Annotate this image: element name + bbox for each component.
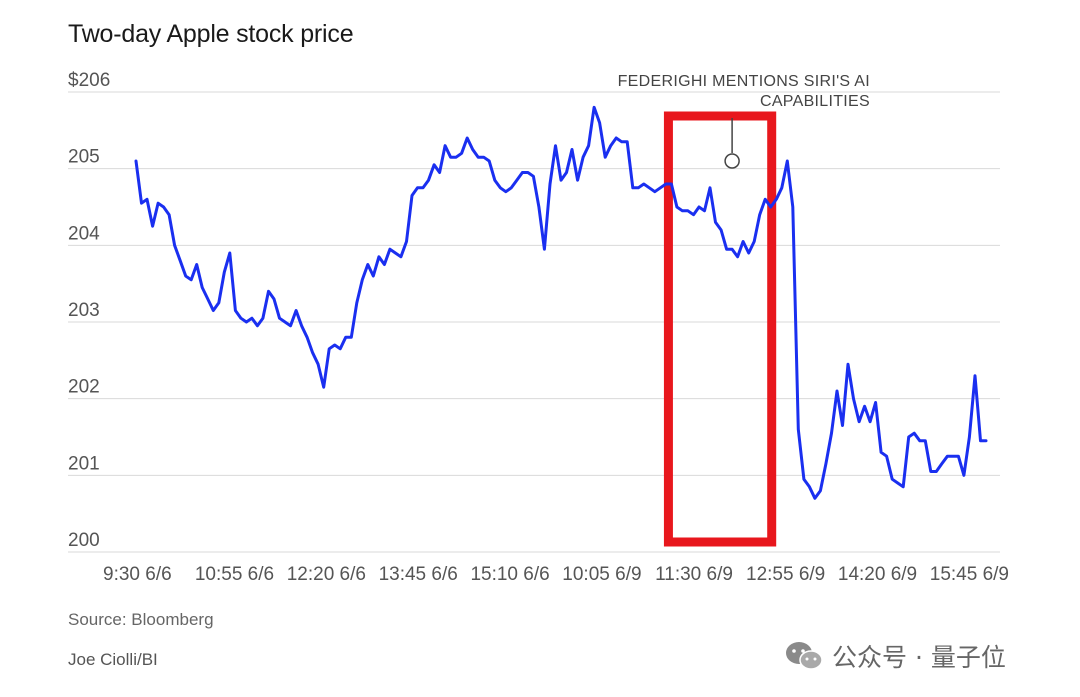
y-tick-label: 201 [68, 453, 100, 474]
y-tick-label: 204 [68, 223, 100, 244]
x-axis-ticks: 9:30 6/6 10:55 6/6 12:20 6/6 13:45 6/6 15:10… [103, 564, 1009, 585]
series-line [134, 105, 988, 500]
x-tick-label: 11:30 6/9 [655, 564, 733, 585]
series-group [134, 105, 988, 500]
chart-title: Two-day Apple stock price [68, 20, 354, 48]
x-tick-label: 13:45 6/6 [379, 564, 458, 585]
x-tick-label: 10:55 6/6 [195, 564, 274, 585]
x-tick-label: 15:10 6/6 [470, 564, 549, 585]
y-axis-ticks: $206 205 204 203 202 201 200 [68, 70, 110, 551]
x-tick-label: 15:45 6/9 [930, 564, 1009, 585]
annotation-group: FEDERIGHI MENTIONS SIRI'S AI CAPABILITIES [618, 73, 870, 169]
annotation-text: FEDERIGHI MENTIONS SIRI'S AI [618, 73, 870, 90]
annotation-text: CAPABILITIES [760, 93, 870, 110]
x-tick-label: 12:55 6/9 [746, 564, 825, 585]
highlight-box-group [663, 111, 777, 547]
y-tick-label: 205 [68, 147, 100, 168]
watermark: 公众号 · 量子位 [784, 638, 1006, 674]
y-tick-label: $206 [68, 70, 110, 91]
watermark-text: 公众号 · 量子位 [832, 643, 1006, 672]
y-tick-label: 202 [68, 377, 100, 398]
x-tick-label: 12:20 6/6 [287, 564, 366, 585]
y-tick-label: 203 [68, 300, 100, 321]
x-tick-label: 9:30 6/6 [103, 564, 172, 585]
y-tick-label: 200 [68, 530, 100, 551]
author-credit: Joe Ciolli/BI [68, 650, 158, 669]
x-tick-label: 10:05 6/9 [562, 564, 641, 585]
source-note: Source: Bloomberg [68, 610, 214, 629]
gridlines [68, 91, 1000, 553]
highlight-box [663, 111, 777, 547]
chat-bubbles-icon [786, 642, 823, 670]
annotation-marker [724, 153, 740, 169]
x-tick-label: 14:20 6/9 [838, 564, 917, 585]
